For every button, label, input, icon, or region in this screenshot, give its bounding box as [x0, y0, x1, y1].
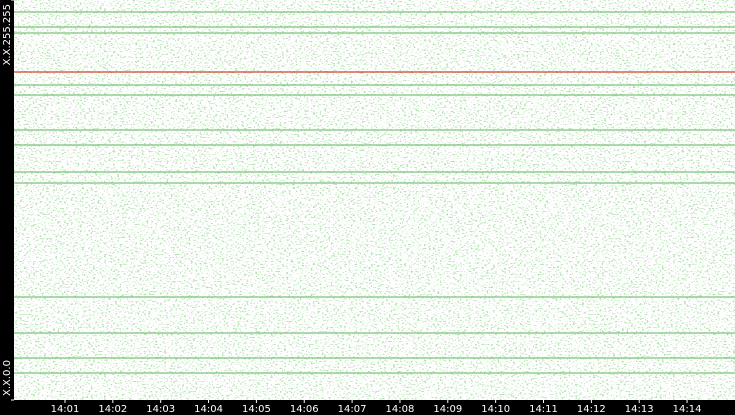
- y-axis-bar: [0, 0, 14, 415]
- y-tick-label: X.X.255.255: [2, 4, 13, 65]
- x-tick-label: 14:02: [98, 404, 127, 415]
- x-tick-label: 14:05: [242, 404, 271, 415]
- x-tick-label: 14:13: [625, 404, 654, 415]
- x-tick-label: 14:04: [194, 404, 223, 415]
- x-tick-label: 14:08: [386, 404, 415, 415]
- x-tick-label: 14:01: [51, 404, 80, 415]
- traffic-texture: [14, 0, 735, 400]
- x-axis-bar: [0, 400, 735, 415]
- x-tick-label: 14:07: [338, 404, 367, 415]
- x-tick-label: 14:12: [577, 404, 606, 415]
- y-tick-label: X.X.0.0: [2, 360, 13, 396]
- x-tick-label: 14:06: [290, 404, 319, 415]
- x-tick-label: 14:10: [481, 404, 510, 415]
- x-tick-label: 14:03: [146, 404, 175, 415]
- x-tick-label: 14:09: [433, 404, 462, 415]
- x-tick-label: 14:14: [673, 404, 702, 415]
- x-tick-label: 14:11: [529, 404, 558, 415]
